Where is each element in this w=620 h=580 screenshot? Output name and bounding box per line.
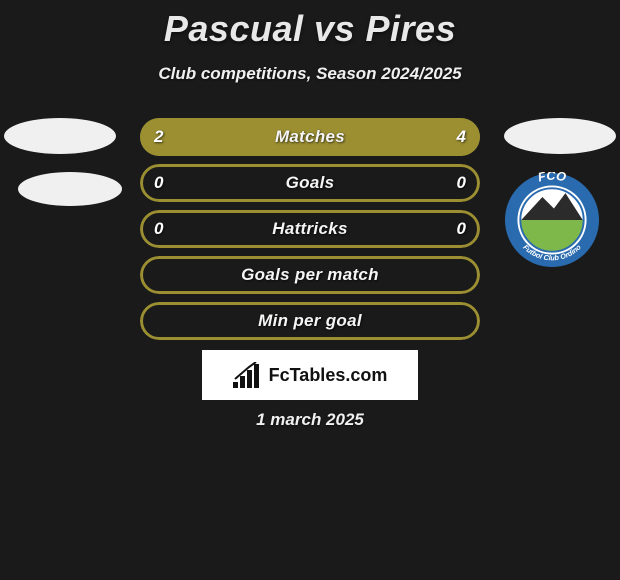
stat-row: 0 0 Hattricks [140,210,480,248]
stat-label: Matches [275,127,345,147]
right-player-ellipse-top [504,118,616,154]
stat-label: Goals [286,173,335,193]
branding-badge: FcTables.com [202,350,418,400]
page-title: Pascual vs Pires [0,0,620,50]
stat-value-right: 4 [457,127,466,147]
stat-value-left: 2 [154,127,163,147]
stat-row: Min per goal [140,302,480,340]
stat-row: Goals per match [140,256,480,294]
date-label: 1 march 2025 [256,410,364,430]
stat-row: 2 4 Matches [140,118,480,156]
stat-label: Hattricks [272,219,347,239]
stat-value-left: 0 [154,219,163,239]
club-crest: FCO Futbol Club Ordino [504,172,600,268]
stat-value-right: 0 [457,173,466,193]
stat-value-left: 0 [154,173,163,193]
bar-chart-icon [233,362,263,388]
stats-container: 2 4 Matches 0 0 Goals 0 0 Hattricks Goals per mat… [140,118,480,348]
left-player-ellipse-bottom [18,172,122,206]
stat-row: 0 0 Goals [140,164,480,202]
page-subtitle: Club competitions, Season 2024/2025 [0,64,620,84]
stat-label: Goals per match [241,265,379,285]
branding-text: FcTables.com [269,365,388,386]
stat-value-right: 0 [457,219,466,239]
left-player-ellipse-top [4,118,116,154]
stat-label: Min per goal [258,311,362,331]
